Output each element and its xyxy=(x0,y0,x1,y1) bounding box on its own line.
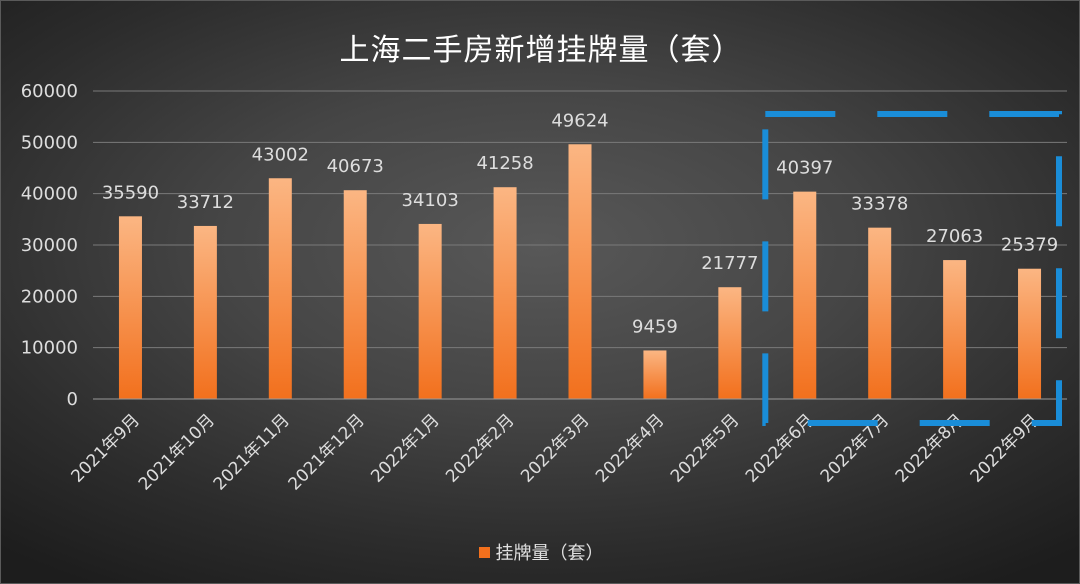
bar xyxy=(493,187,517,399)
legend: 挂牌量（套） xyxy=(1,539,1079,565)
y-tick-label: 60000 xyxy=(21,81,78,102)
data-label: 40397 xyxy=(776,158,833,179)
bar xyxy=(193,225,217,399)
bar xyxy=(643,350,667,399)
x-tick-label: 2022年2月 xyxy=(442,410,518,486)
bar xyxy=(718,287,742,399)
data-label: 49624 xyxy=(551,110,608,131)
data-label: 33712 xyxy=(177,192,234,213)
data-label: 43002 xyxy=(252,144,309,165)
y-tick-label: 20000 xyxy=(21,286,78,307)
data-label: 9459 xyxy=(632,316,678,337)
x-tick-label: 2021年10月 xyxy=(135,410,219,494)
data-label: 34103 xyxy=(402,190,459,211)
bar xyxy=(943,260,967,399)
highlight-box xyxy=(762,111,1062,426)
data-labels: 35590 33712 43002 40673 34103 41258 49624 9459 2… xyxy=(102,110,1058,337)
data-label: 40673 xyxy=(327,156,384,177)
y-tick-label: 40000 xyxy=(21,184,78,205)
y-axis: 0 10000 20000 30000 40000 50000 60000 xyxy=(21,81,78,410)
data-label: 35590 xyxy=(102,182,159,203)
x-tick-label: 2022年3月 xyxy=(517,410,593,486)
x-tick-label: 2021年9月 xyxy=(68,410,144,486)
bars xyxy=(118,144,1042,399)
legend-label: 挂牌量（套） xyxy=(495,543,604,564)
x-tick-label: 2021年11月 xyxy=(210,410,294,494)
x-tick-label: 2021年12月 xyxy=(285,410,369,494)
bar xyxy=(118,216,142,399)
y-tick-label: 50000 xyxy=(21,132,78,153)
chart-title: 上海二手房新增挂牌量（套） xyxy=(339,33,743,68)
y-tick-label: 30000 xyxy=(21,235,78,256)
data-label: 41258 xyxy=(476,153,533,174)
y-tick-label: 10000 xyxy=(21,338,78,359)
bar xyxy=(418,223,442,399)
x-tick-label: 2022年1月 xyxy=(367,410,443,486)
y-tick-label: 0 xyxy=(67,389,78,410)
x-tick-label: 2022年5月 xyxy=(667,410,743,486)
bar xyxy=(568,144,592,399)
bar xyxy=(343,190,367,399)
data-label: 33378 xyxy=(851,194,908,215)
bar xyxy=(793,191,817,399)
bar xyxy=(1018,268,1042,399)
x-tick-label: 2022年4月 xyxy=(592,410,668,486)
highlight-box xyxy=(762,111,1062,426)
legend-swatch xyxy=(478,547,490,558)
bar xyxy=(268,178,292,399)
x-axis: 2021年9月2021年10月2021年11月2021年12月2022年1月20… xyxy=(68,398,1067,494)
data-label: 27063 xyxy=(926,226,983,247)
data-label: 25379 xyxy=(1001,235,1058,256)
data-label: 21777 xyxy=(701,253,758,274)
x-tick-label: 2022年6月 xyxy=(742,410,818,486)
bar xyxy=(868,227,892,399)
